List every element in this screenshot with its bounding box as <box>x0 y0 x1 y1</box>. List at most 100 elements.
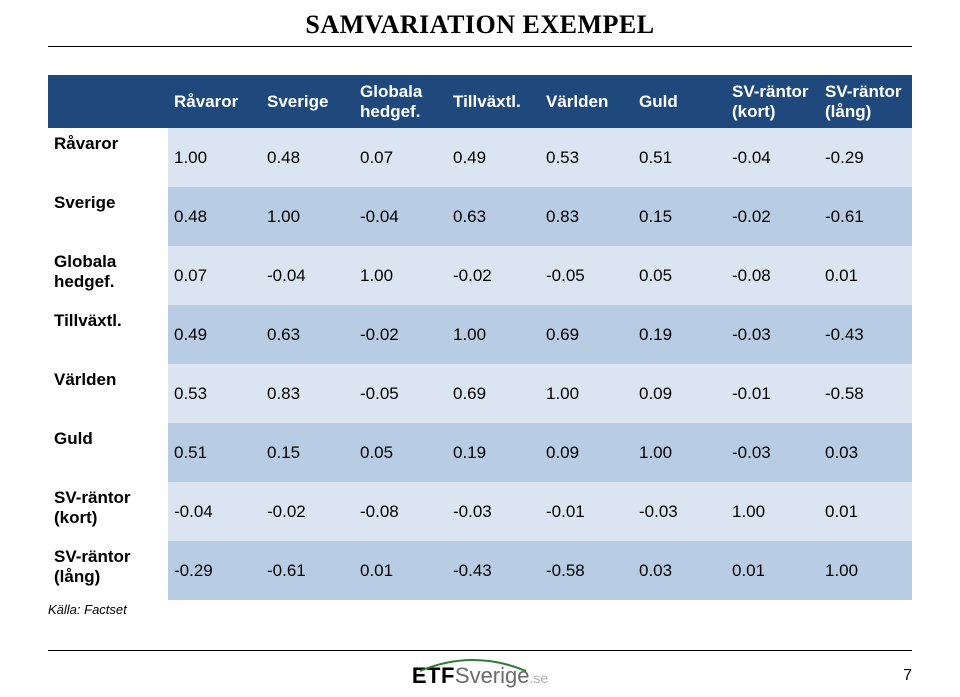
table-cell: 0.48 <box>168 187 261 246</box>
table-cell: 0.05 <box>354 423 447 482</box>
table-cell: 0.63 <box>261 305 354 364</box>
table-row: Världen 0.53 0.83 -0.05 0.69 1.00 0.09 -… <box>48 364 912 423</box>
table-cell: 0.03 <box>633 541 726 600</box>
table-cell: 0.01 <box>819 246 912 305</box>
table-cell: 0.07 <box>354 128 447 187</box>
table-cell: -0.05 <box>354 364 447 423</box>
table-cell: -0.29 <box>168 541 261 600</box>
table-cell: -0.04 <box>726 128 819 187</box>
table-col-header: Globala hedgef. <box>354 75 447 128</box>
table-cell: 0.83 <box>261 364 354 423</box>
logo-se-text: .se <box>529 670 548 686</box>
footer: ETFSverige.se <box>0 663 960 689</box>
table-cell: -0.08 <box>354 482 447 541</box>
table-cell: -0.04 <box>168 482 261 541</box>
table-cell: 0.03 <box>819 423 912 482</box>
page-title: SAMVARIATION EXEMPEL <box>48 10 912 40</box>
table-cell: 0.01 <box>726 541 819 600</box>
table-cell: -0.01 <box>540 482 633 541</box>
table-col-header: Världen <box>540 75 633 128</box>
table-cell: 0.69 <box>447 364 540 423</box>
table-header-row: Råvaror Sverige Globala hedgef. Tillväxt… <box>48 75 912 128</box>
table-col-header: SV-räntor (lång) <box>819 75 912 128</box>
table-cell: 0.15 <box>633 187 726 246</box>
table-cell: -0.02 <box>447 246 540 305</box>
table-cell: 0.07 <box>168 246 261 305</box>
table-cell: -0.05 <box>540 246 633 305</box>
table-cell: 1.00 <box>447 305 540 364</box>
table-cell: -0.02 <box>354 305 447 364</box>
table-cell: -0.43 <box>819 305 912 364</box>
page-number: 7 <box>903 667 912 685</box>
table-cell: 1.00 <box>633 423 726 482</box>
table-cell: -0.29 <box>819 128 912 187</box>
table-cell: -0.03 <box>633 482 726 541</box>
table-cell: 1.00 <box>168 128 261 187</box>
table-cell: -0.03 <box>726 423 819 482</box>
table-row: SV-räntor (lång) -0.29 -0.61 0.01 -0.43 … <box>48 541 912 600</box>
table-cell: -0.04 <box>354 187 447 246</box>
table-row-header: SV-räntor (lång) <box>48 541 168 600</box>
table-col-header: Råvaror <box>168 75 261 128</box>
table-row-header: Guld <box>48 423 168 482</box>
correlation-table: Råvaror Sverige Globala hedgef. Tillväxt… <box>48 75 912 600</box>
table-cell: 0.05 <box>633 246 726 305</box>
table-cell: 0.53 <box>540 128 633 187</box>
table-cell: 0.63 <box>447 187 540 246</box>
table-cell: -0.02 <box>261 482 354 541</box>
table-cell: 1.00 <box>540 364 633 423</box>
table-row: Guld 0.51 0.15 0.05 0.19 0.09 1.00 -0.03… <box>48 423 912 482</box>
title-underline <box>48 46 912 47</box>
table-cell: -0.61 <box>819 187 912 246</box>
table-row: Råvaror 1.00 0.48 0.07 0.49 0.53 0.51 -0… <box>48 128 912 187</box>
table-cell: 1.00 <box>726 482 819 541</box>
table-row: SV-räntor (kort) -0.04 -0.02 -0.08 -0.03… <box>48 482 912 541</box>
source-label: Källa: Factset <box>48 602 912 617</box>
table-cell: 0.49 <box>168 305 261 364</box>
table-cell: -0.02 <box>726 187 819 246</box>
table-cell: 0.15 <box>261 423 354 482</box>
table-cell: 0.01 <box>354 541 447 600</box>
table-cell: 0.19 <box>447 423 540 482</box>
table-cell: -0.03 <box>726 305 819 364</box>
table-cell: 0.69 <box>540 305 633 364</box>
footer-divider <box>48 650 912 651</box>
table-cell: 0.51 <box>168 423 261 482</box>
table-cell: -0.58 <box>540 541 633 600</box>
logo-swoosh-icon <box>418 657 528 673</box>
table-row-header: Världen <box>48 364 168 423</box>
table-row-header: Tillväxtl. <box>48 305 168 364</box>
table-row-header: Råvaror <box>48 128 168 187</box>
table-row-header: SV-räntor (kort) <box>48 482 168 541</box>
table-col-header: SV-räntor (kort) <box>726 75 819 128</box>
table-cell: 0.83 <box>540 187 633 246</box>
table-cell: -0.03 <box>447 482 540 541</box>
table-cell: 0.09 <box>540 423 633 482</box>
table-cell: 0.53 <box>168 364 261 423</box>
table-col-header: Tillväxtl. <box>447 75 540 128</box>
table-cell: -0.43 <box>447 541 540 600</box>
table-cell: -0.61 <box>261 541 354 600</box>
table-cell: 0.19 <box>633 305 726 364</box>
table-row-header: Globala hedgef. <box>48 246 168 305</box>
table-cell: 1.00 <box>819 541 912 600</box>
table-cell: 0.49 <box>447 128 540 187</box>
table-cell: 0.09 <box>633 364 726 423</box>
table-cell: -0.58 <box>819 364 912 423</box>
table-cell: -0.01 <box>726 364 819 423</box>
table-cell: -0.08 <box>726 246 819 305</box>
table-cell: -0.04 <box>261 246 354 305</box>
table-row: Globala hedgef. 0.07 -0.04 1.00 -0.02 -0… <box>48 246 912 305</box>
logo: ETFSverige.se <box>412 663 548 689</box>
table-cell: 0.01 <box>819 482 912 541</box>
table-row: Tillväxtl. 0.49 0.63 -0.02 1.00 0.69 0.1… <box>48 305 912 364</box>
table-cell: 1.00 <box>261 187 354 246</box>
table-cell: 0.51 <box>633 128 726 187</box>
table-col-header: Sverige <box>261 75 354 128</box>
table-row: Sverige 0.48 1.00 -0.04 0.63 0.83 0.15 -… <box>48 187 912 246</box>
table-row-header: Sverige <box>48 187 168 246</box>
table-cell: 0.48 <box>261 128 354 187</box>
table-col-header: Guld <box>633 75 726 128</box>
table-header-blank <box>48 75 168 128</box>
table-cell: 1.00 <box>354 246 447 305</box>
